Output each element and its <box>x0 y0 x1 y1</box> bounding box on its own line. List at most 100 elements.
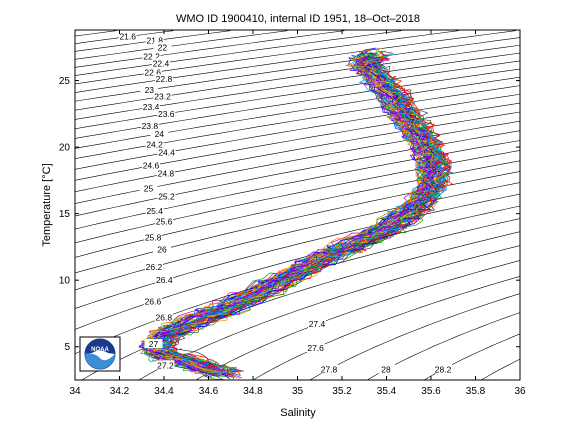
x-tick-label: 35.6 <box>421 386 441 397</box>
isopycnal-label-bg <box>155 216 174 226</box>
isopycnal-label-bg <box>118 31 137 41</box>
isopycnal-label: 22.8 <box>156 74 173 84</box>
x-tick-label: 35.4 <box>377 386 397 397</box>
isopycnal-line <box>252 275 520 380</box>
y-tick-label: 15 <box>59 209 71 220</box>
isopycnal-label-bg <box>140 120 159 130</box>
isopycnal-line <box>138 245 520 380</box>
isopycnal-line <box>75 60 520 130</box>
isopycnal-label-bg <box>157 147 176 157</box>
isopycnal-label-bg <box>139 183 158 193</box>
x-tick-label: 36 <box>514 386 526 397</box>
isopycnal-line <box>75 68 520 139</box>
isopycnal-label-bg <box>307 319 326 329</box>
isopycnal-label-bg <box>145 35 164 45</box>
x-tick-label: 34.8 <box>243 386 263 397</box>
isopycnal-label-bg <box>157 108 176 118</box>
isopycnal-label: 25.2 <box>158 191 175 201</box>
profile-line <box>159 59 452 378</box>
isopycnal-label-bg <box>141 160 160 170</box>
isopycnal-line <box>75 160 520 258</box>
isopycnal-label: 25.6 <box>156 217 173 227</box>
isopycnal-label-bg <box>155 275 174 285</box>
isopycnal-label: 23.8 <box>142 121 159 131</box>
isopycnal-label-bg <box>143 67 162 77</box>
isopycnal-label: 26.8 <box>156 312 173 322</box>
isopycnal-label: 27.6 <box>307 343 324 353</box>
x-tick-label: 35.2 <box>332 386 352 397</box>
x-axis-label: Salinity <box>280 407 316 419</box>
isopycnal-line <box>75 111 520 193</box>
isopycnal-label-bg <box>144 261 163 271</box>
profile-line <box>148 56 436 377</box>
isopycnal-label: 24.8 <box>158 169 175 179</box>
isopycnal-label-bg <box>154 74 173 84</box>
isopycnal-line <box>75 102 520 181</box>
x-tick-label: 35.8 <box>466 386 486 397</box>
isopycnal-label: 27.4 <box>309 319 326 329</box>
isopycnal-label-bg <box>156 360 175 370</box>
isopycnal-line <box>75 93 520 170</box>
isopycnal-label: 24.6 <box>143 161 160 171</box>
isopycnal-label: 27 <box>149 339 159 349</box>
isopycnal-label: 26.4 <box>156 275 173 285</box>
isopycnal-label: 25 <box>144 183 154 193</box>
isopycnal-line <box>481 358 520 380</box>
isopycnal-labels: 21.6 21.82222.222.422.622.82323.223.423.6… <box>118 31 453 374</box>
x-axis: 34 34.2 34.4 34.6 34.8 35 35.2 35.4 35.6 35.8 36 <box>69 30 526 397</box>
isopycnal-line <box>309 293 520 380</box>
isopycnal-label: 27.2 <box>157 360 174 370</box>
isopycnal-line <box>75 37 520 102</box>
isopycnal-label-bg <box>434 364 453 374</box>
isopycnal-line <box>75 85 520 160</box>
isopycnal-label: 24.4 <box>158 147 175 157</box>
isopycnal-label-bg <box>145 139 164 149</box>
isopycnal-line <box>75 120 520 204</box>
y-axis: 5 10 15 20 25 <box>59 76 520 353</box>
isopycnal-line <box>75 205 520 330</box>
isopycnal-label: 25.4 <box>146 206 163 216</box>
isopycnal-line <box>75 52 520 120</box>
isopycnal-label: 27.8 <box>321 364 338 374</box>
profile-line <box>140 49 430 370</box>
isopycnal-lines <box>75 30 576 380</box>
isopycnal-label-bg <box>151 58 170 68</box>
y-tick-label: 20 <box>59 143 71 154</box>
isopycnal-label-bg <box>153 42 172 52</box>
isopycnal-label: 21.8 <box>146 36 163 46</box>
profile-lines <box>138 47 454 380</box>
profile-line <box>153 56 445 377</box>
noaa-logo: NOAA <box>79 336 121 372</box>
profile-line <box>145 57 434 380</box>
isopycnal-line <box>75 44 520 111</box>
isopycnal-line <box>538 31 576 380</box>
isopycnal-label-bg <box>142 102 161 112</box>
isopycnal-line <box>75 30 516 93</box>
isopycnal-label: 22 <box>158 42 168 52</box>
isopycnal-label-bg <box>153 244 172 254</box>
isopycnal-line <box>75 218 520 355</box>
isopycnal-label-bg <box>145 205 164 215</box>
profile-line <box>156 55 450 373</box>
isopycnal-label-bg <box>306 343 325 353</box>
isopycnal-line <box>75 150 520 244</box>
isopycnal-line <box>75 76 520 149</box>
isopycnal-label-bg <box>156 168 175 178</box>
x-tick-label: 35 <box>292 386 304 397</box>
isopycnal-label-bg <box>157 191 176 201</box>
y-axis-label: Temperature [°C] <box>41 163 53 246</box>
isopycnal-label-bg <box>140 84 159 94</box>
profile-line <box>166 54 450 377</box>
isopycnal-line <box>75 182 520 291</box>
isopycnal-label: 23.6 <box>158 109 175 119</box>
isopycnal-label: 23 <box>145 85 155 95</box>
isopycnal-line <box>75 193 520 309</box>
logo-text: NOAA <box>91 347 109 353</box>
isopycnal-label-bg <box>144 339 163 349</box>
y-tick-label: 25 <box>59 76 71 87</box>
isopycnal-label: 28 <box>381 364 391 374</box>
isopycnal-label-bg <box>153 91 172 101</box>
x-tick-label: 34.4 <box>154 386 174 397</box>
